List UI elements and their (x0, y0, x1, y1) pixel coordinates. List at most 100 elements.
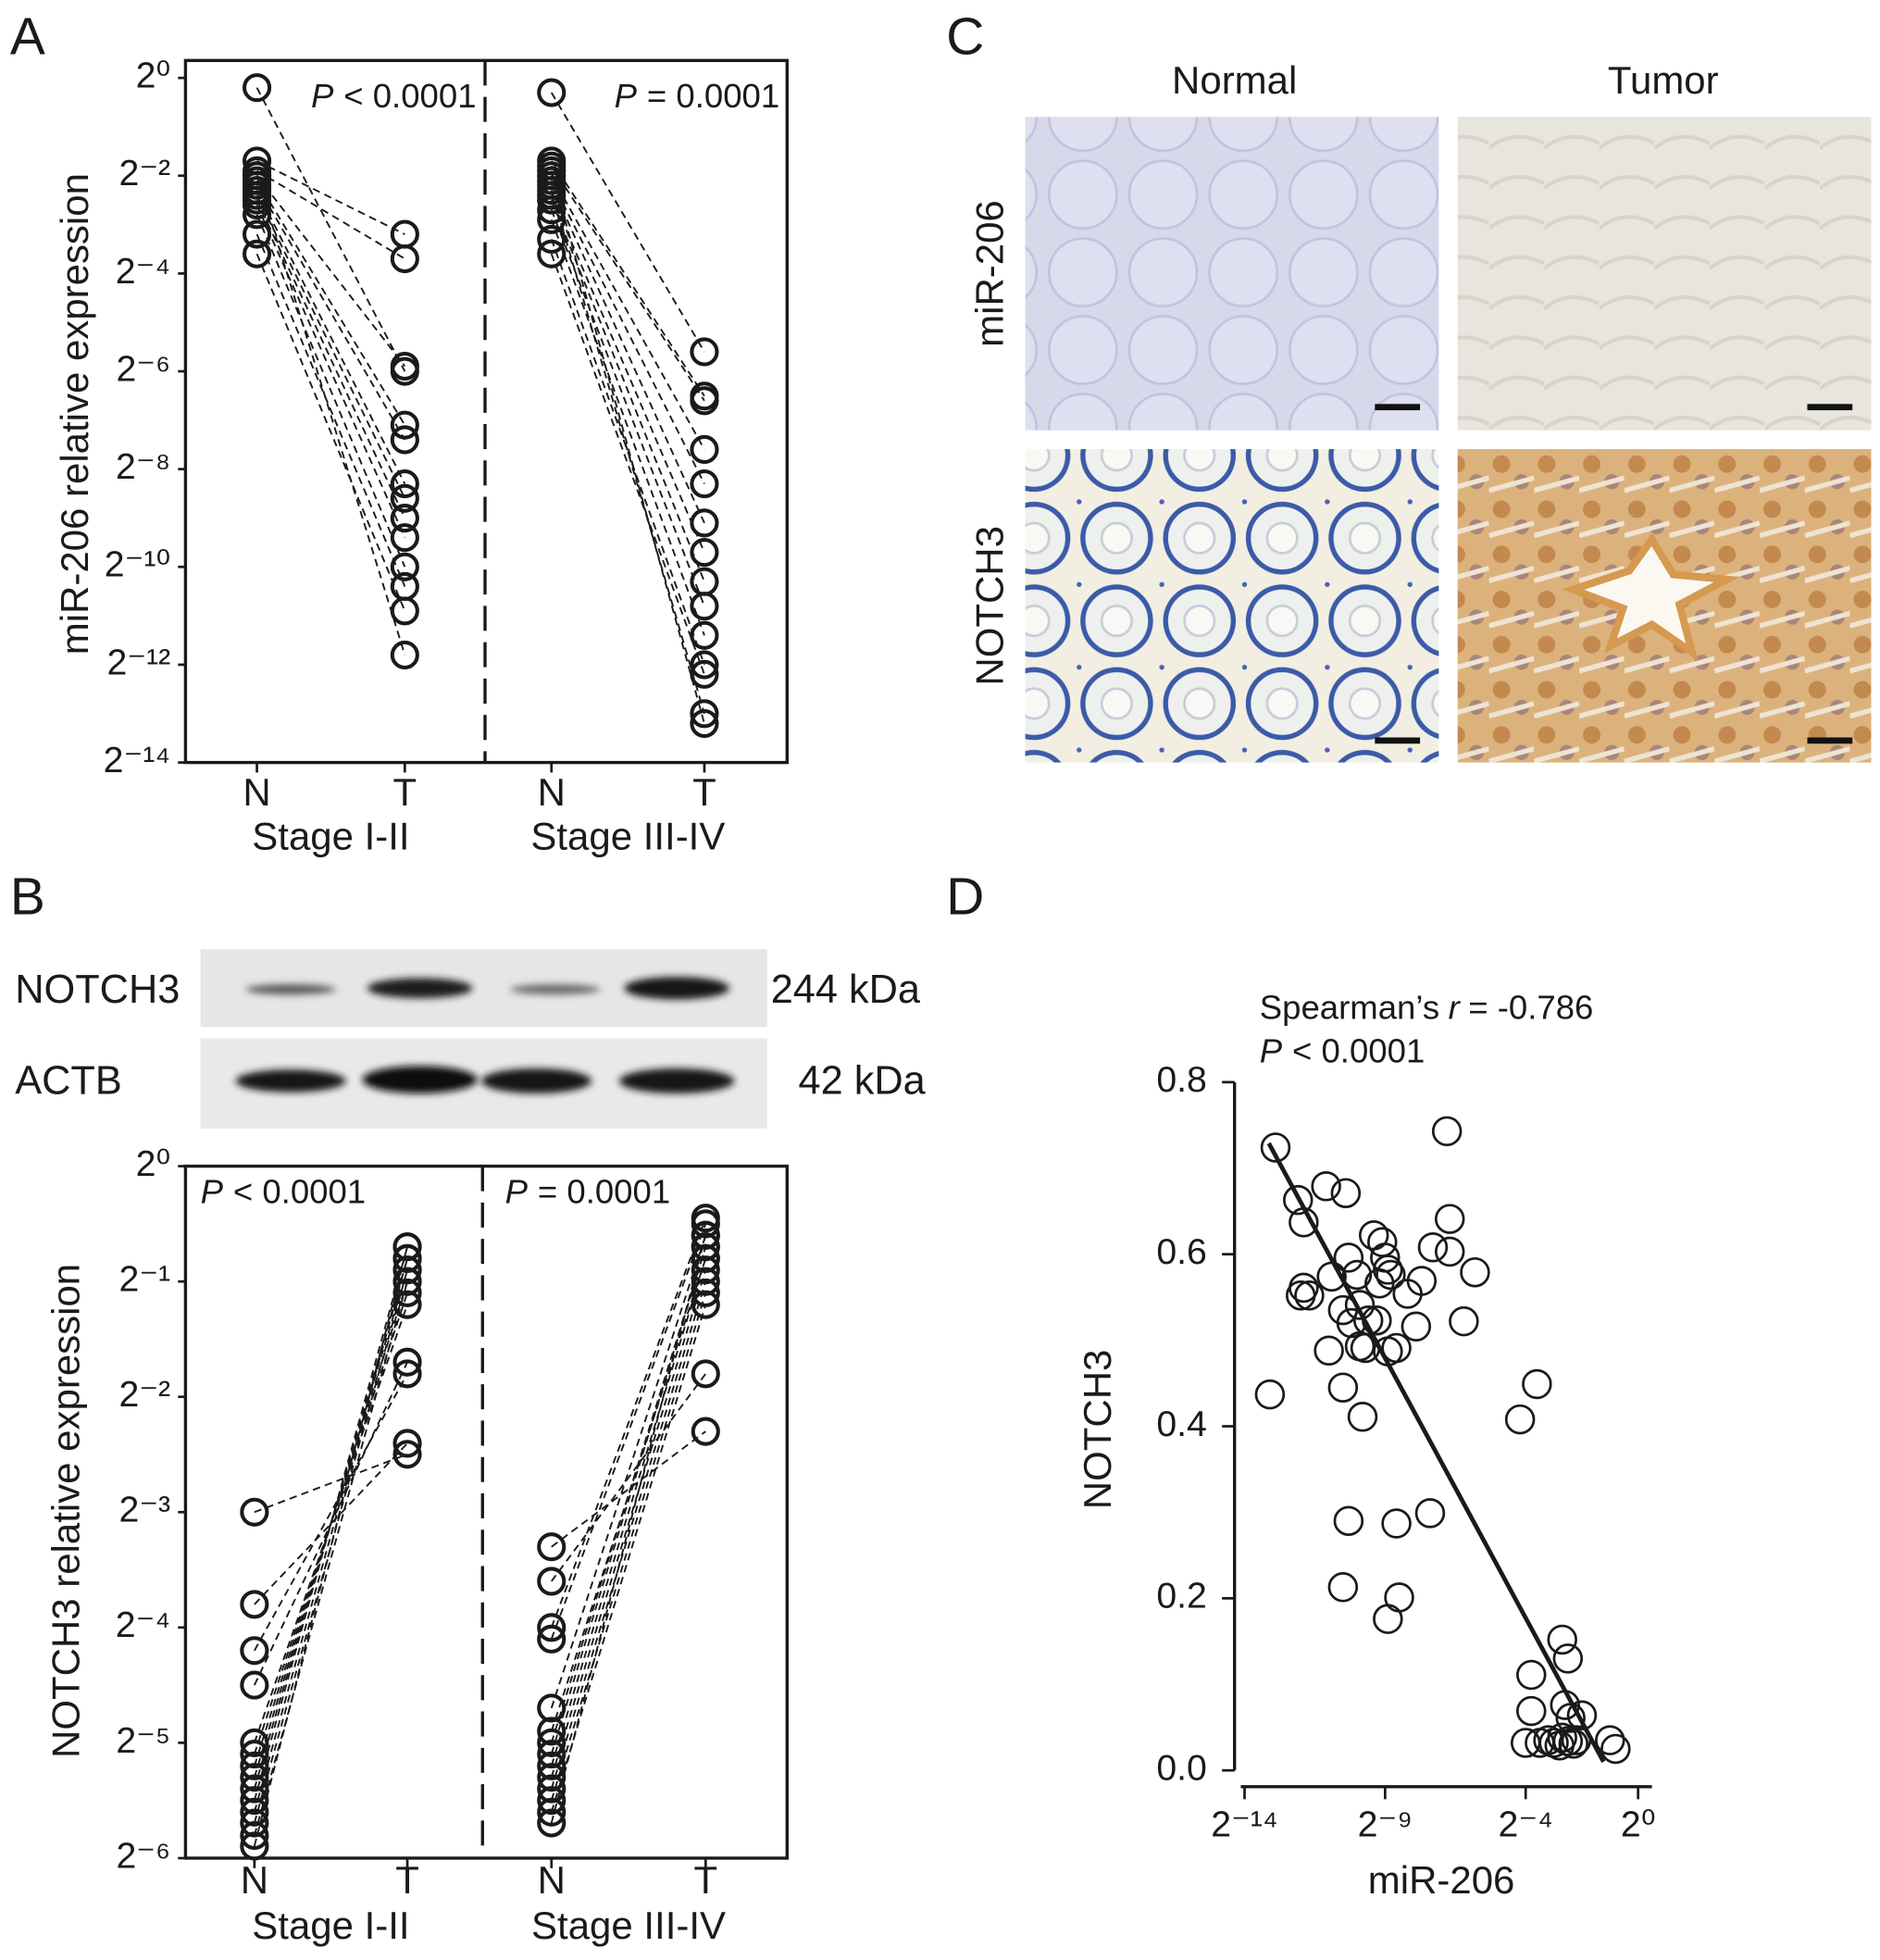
point (240, 1636, 269, 1666)
point (691, 1209, 720, 1239)
x-tick-label: N (243, 770, 270, 814)
point (690, 650, 719, 680)
point (690, 508, 719, 538)
pair-line (550, 92, 705, 353)
point (537, 1751, 566, 1780)
point (1260, 1132, 1291, 1163)
scale-bar (1375, 737, 1421, 744)
point (240, 1786, 269, 1816)
point (390, 640, 419, 670)
point (1533, 1725, 1563, 1755)
point (691, 1243, 720, 1273)
point (691, 1232, 720, 1262)
point (537, 1567, 566, 1596)
x-tick-label: T (395, 1858, 419, 1902)
stat-symbol: r (1449, 988, 1462, 1026)
point (392, 1232, 422, 1262)
point (240, 1670, 269, 1700)
point (240, 1820, 269, 1851)
p-symbol: P (1260, 1031, 1283, 1069)
p-text: < 0.0001 (343, 77, 476, 115)
pair-line (255, 175, 406, 368)
point (691, 1278, 720, 1307)
x-axis-label: miR-206 (1368, 1858, 1515, 1902)
point (1254, 1379, 1286, 1410)
point (1595, 1725, 1625, 1755)
point (1552, 1726, 1584, 1756)
point (690, 620, 719, 650)
y-tick-label: 2⁻¹⁴ (104, 740, 170, 780)
y-tick-label: 2⁻¹² (106, 642, 170, 682)
y-axis-label: miR-206 relative expression (53, 173, 96, 655)
ihc-image (1025, 449, 1439, 763)
point (1311, 1171, 1341, 1202)
panel-letter: A (10, 8, 45, 67)
point (537, 195, 566, 225)
x-tick-label: N (538, 770, 566, 814)
pair-line (255, 180, 406, 426)
point (390, 469, 419, 499)
band (480, 1067, 592, 1094)
point (1566, 1700, 1598, 1730)
p-text: = 0.0001 (538, 1172, 670, 1210)
band (510, 984, 601, 995)
point (1414, 1498, 1446, 1529)
point (1333, 1505, 1364, 1536)
p-text: = 0.0001 (647, 77, 779, 115)
point (240, 1590, 269, 1619)
point (691, 1417, 720, 1446)
p-symbol: P (311, 77, 334, 115)
point (1401, 1311, 1432, 1342)
p-text: < 0.0001 (233, 1172, 366, 1210)
pair-line (254, 1453, 408, 1514)
y-tick-label: 2⁻⁴ (116, 251, 170, 292)
pair-line (550, 1217, 707, 1629)
point (690, 386, 719, 416)
point (240, 1763, 269, 1792)
point (242, 239, 272, 268)
point (390, 523, 419, 553)
point (1294, 1280, 1325, 1311)
y-tick-label: 0.4 (1156, 1404, 1207, 1444)
pair-line (550, 190, 705, 715)
y-tick-label: 0.0 (1156, 1748, 1207, 1789)
ihc-image (1457, 117, 1872, 431)
group-label: Stage I-II (252, 814, 409, 857)
pair-line (255, 253, 406, 612)
fit-line (1266, 1142, 1606, 1764)
pair-line (550, 199, 705, 582)
point (240, 1728, 269, 1757)
pair-line (253, 1258, 408, 1813)
point (392, 1267, 422, 1296)
point (1516, 1695, 1547, 1727)
pair-line (550, 160, 705, 397)
pair-line (550, 165, 705, 402)
point (1364, 1268, 1395, 1299)
x-tick-label: N (241, 1858, 268, 1902)
pair-line (256, 160, 405, 235)
y-tick-label: 0.8 (1156, 1059, 1207, 1100)
pair-line (255, 87, 406, 372)
y-tick-label: 2⁻⁶ (116, 1835, 170, 1876)
pair-line (550, 1258, 707, 1766)
point (691, 1255, 720, 1285)
point (1449, 1305, 1479, 1337)
pair-line (254, 1373, 408, 1652)
point (1600, 1733, 1631, 1765)
point (1434, 1204, 1465, 1234)
blot-size: 42 kDa (798, 1059, 926, 1104)
point (392, 1243, 422, 1273)
point (1522, 1368, 1552, 1400)
point (390, 351, 419, 381)
point (537, 1740, 566, 1769)
pair-line (550, 194, 705, 553)
point (1330, 1178, 1362, 1208)
stat-text: Spearman’s r = -0.786 (1260, 988, 1594, 1026)
point (690, 659, 719, 689)
point (390, 483, 419, 513)
scale-bar (1807, 737, 1853, 744)
point (537, 1808, 566, 1838)
band (362, 1066, 478, 1094)
pair-line (550, 209, 705, 607)
pair-line (255, 194, 406, 499)
